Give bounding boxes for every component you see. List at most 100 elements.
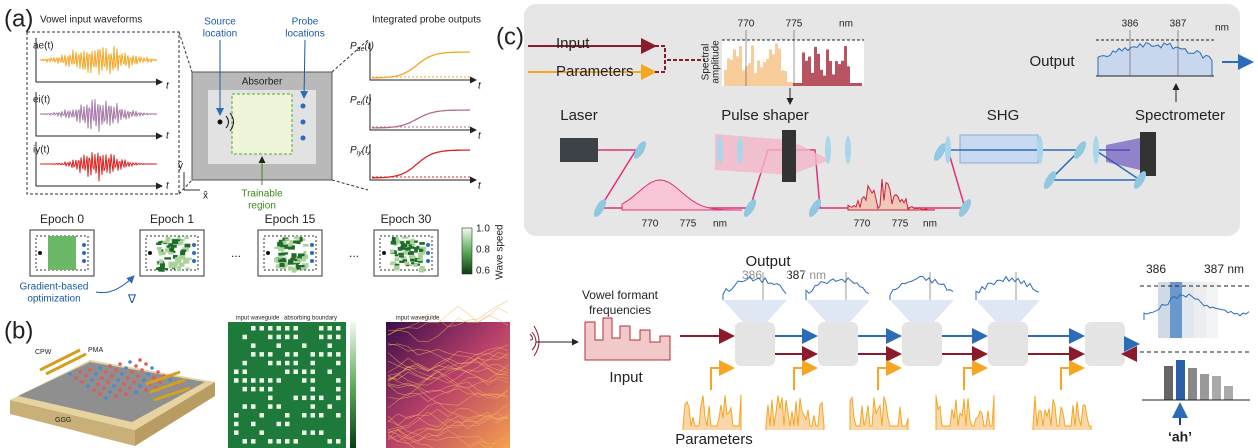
layer: [1085, 322, 1125, 366]
magnet: [68, 372, 72, 376]
lens: [1093, 136, 1099, 164]
probe: [301, 136, 306, 141]
bit: [328, 370, 333, 375]
texture: [166, 237, 171, 240]
axis-label: amplitude: [711, 40, 722, 84]
magnet: [128, 386, 132, 390]
texture: [164, 257, 171, 259]
bit: [328, 352, 333, 357]
bit: [302, 396, 307, 401]
bar: [1224, 386, 1233, 400]
bit: [260, 413, 265, 418]
probe: [301, 104, 306, 109]
bit: [277, 343, 282, 348]
bit: [336, 396, 341, 401]
texture: [390, 249, 394, 253]
region: [48, 236, 76, 270]
bit: [285, 413, 290, 418]
map-colorbar: [350, 322, 356, 448]
spectrum-bar: [757, 61, 760, 86]
bit: [311, 430, 316, 435]
spectrum-bar: [856, 83, 859, 86]
spectrum-bar: [841, 61, 844, 86]
output-label-arg: (t): [362, 95, 371, 106]
spectrum-bar: [817, 54, 820, 86]
spectrum-bar: [739, 46, 742, 86]
texture: [288, 266, 292, 270]
probe-locations: locations: [285, 29, 324, 40]
zoom-line: [179, 32, 192, 72]
axis-y: ŷ: [178, 161, 183, 172]
magnet: [94, 372, 98, 376]
device-label: CPW: [35, 349, 52, 356]
spectrum-bar: [769, 49, 772, 86]
probe: [192, 259, 196, 263]
texture: [398, 247, 403, 251]
texture: [391, 241, 396, 245]
input-label: Input: [609, 369, 643, 386]
output-curve: [372, 52, 470, 78]
bit: [234, 413, 239, 418]
texture: [168, 262, 174, 266]
param-signal: [850, 396, 908, 430]
bit: [251, 326, 256, 331]
magnet: [112, 384, 116, 388]
magnet: [136, 374, 140, 378]
t-label: t: [166, 131, 170, 142]
bit: [277, 439, 282, 444]
texture: [184, 244, 190, 248]
bar: [1212, 376, 1221, 400]
bit: [234, 422, 239, 427]
band: [1194, 282, 1206, 338]
spectrum-bar: [805, 61, 808, 86]
magnet: [150, 366, 154, 370]
spectrum-bar: [766, 59, 769, 86]
out-box: [888, 270, 956, 300]
bit: [311, 361, 316, 366]
input-histogram: [585, 318, 670, 360]
wavelength-tick: 770: [642, 219, 659, 230]
output-curve: [372, 150, 470, 178]
wavelength-tick: 386: [1146, 262, 1166, 276]
magnet: [98, 392, 102, 396]
texture: [419, 249, 423, 252]
lens: [845, 136, 851, 164]
magnet: [100, 376, 104, 380]
out-box: [974, 270, 1042, 300]
texture: [413, 264, 417, 267]
result-label: ‘ah’: [1168, 429, 1192, 445]
bit: [234, 370, 239, 375]
mask: [782, 130, 796, 182]
texture: [160, 263, 165, 267]
axis: [370, 94, 476, 130]
output-label: Output: [1029, 53, 1075, 70]
texture: [406, 248, 411, 251]
bit: [302, 370, 307, 375]
bit: [319, 326, 324, 331]
texture: [399, 255, 404, 257]
texture: [278, 253, 285, 256]
magnet: [102, 386, 106, 390]
spectrum-bar: [859, 83, 862, 86]
waveform-label: ae(t): [33, 41, 54, 52]
bit: [260, 430, 265, 435]
bit: [268, 439, 273, 444]
output-label: Pei(t): [350, 95, 372, 107]
wavelength-tick: 775: [680, 219, 697, 230]
texture: [404, 261, 408, 264]
bit: [319, 352, 324, 357]
param-signal: [1033, 396, 1091, 430]
bit: [311, 378, 316, 383]
t-label: t: [478, 81, 482, 92]
gradient-symbol: ∇: [127, 292, 137, 306]
magnet: [144, 362, 148, 366]
bit: [294, 370, 299, 375]
colorbar-tick: 1.0: [476, 224, 490, 235]
texture: [274, 258, 278, 262]
param-signal: [936, 395, 994, 430]
param-arrow: [878, 368, 900, 390]
probe: [301, 120, 306, 125]
texture: [289, 240, 293, 244]
magnet: [98, 366, 102, 370]
bit: [336, 335, 341, 340]
